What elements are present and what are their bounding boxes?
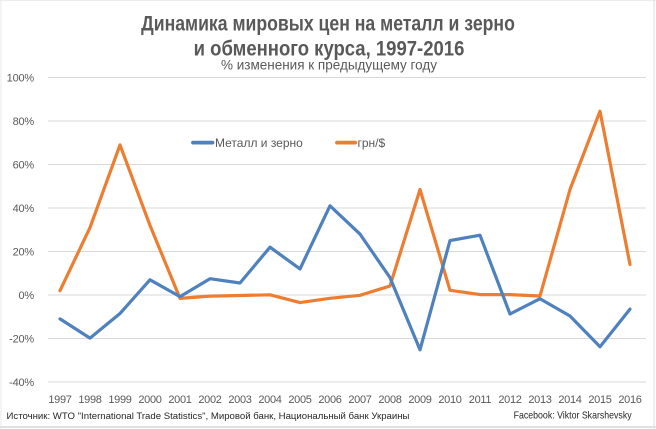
svg-text:80%: 80% xyxy=(13,116,35,128)
svg-text:1997: 1997 xyxy=(48,394,71,406)
svg-text:2006: 2006 xyxy=(318,394,341,406)
svg-text:2010: 2010 xyxy=(438,394,461,406)
svg-text:% изменения к предыдущему году: % изменения к предыдущему году xyxy=(221,58,437,73)
svg-text:грн/$: грн/$ xyxy=(358,136,386,150)
svg-text:2002: 2002 xyxy=(198,394,221,406)
svg-text:-40%: -40% xyxy=(9,377,34,389)
svg-text:2003: 2003 xyxy=(228,394,251,406)
svg-text:Металл и зерно: Металл и зерно xyxy=(215,136,303,150)
svg-text:2013: 2013 xyxy=(528,394,551,406)
svg-text:Динамика мировых цен на металл: Динамика мировых цен на металл и зерно xyxy=(141,12,515,36)
svg-text:20%: 20% xyxy=(13,247,35,259)
svg-text:2015: 2015 xyxy=(588,394,611,406)
svg-text:2011: 2011 xyxy=(469,394,492,406)
svg-text:Источник: WTO "International T: Источник: WTO "International Trade Stati… xyxy=(7,411,410,422)
svg-text:2014: 2014 xyxy=(558,394,581,406)
svg-text:40%: 40% xyxy=(13,203,35,215)
svg-text:2004: 2004 xyxy=(258,394,281,406)
svg-text:2000: 2000 xyxy=(138,394,161,406)
svg-text:2007: 2007 xyxy=(348,394,371,406)
svg-text:2016: 2016 xyxy=(618,394,641,406)
svg-text:Facebook: Viktor Skarshevsky: Facebook: Viktor Skarshevsky xyxy=(514,409,632,421)
svg-text:2012: 2012 xyxy=(498,394,521,406)
svg-text:2009: 2009 xyxy=(408,394,431,406)
svg-text:60%: 60% xyxy=(13,160,35,172)
svg-text:1998: 1998 xyxy=(78,394,101,406)
svg-text:100%: 100% xyxy=(7,73,35,85)
svg-text:-20%: -20% xyxy=(9,334,34,346)
svg-text:0%: 0% xyxy=(19,290,35,302)
svg-text:2001: 2001 xyxy=(168,394,191,406)
svg-text:2005: 2005 xyxy=(288,394,311,406)
svg-text:и обменного курса, 1997-2016: и обменного курса, 1997-2016 xyxy=(194,37,465,61)
svg-text:1999: 1999 xyxy=(108,394,131,406)
svg-text:2008: 2008 xyxy=(378,394,401,406)
